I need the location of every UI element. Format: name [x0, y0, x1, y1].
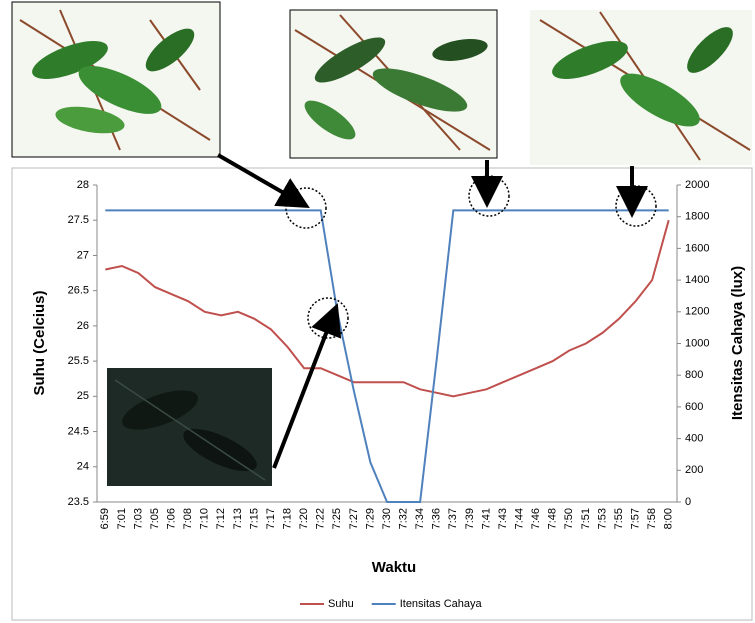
y2-tick-label: 400 [685, 433, 703, 445]
x-tick-label: 7:39 [464, 508, 476, 529]
x-tick-label: 7:05 [149, 508, 161, 529]
x-tick-label: 7:18 [281, 508, 293, 529]
x-tick-label: 6:59 [99, 508, 111, 529]
y2-tick-label: 1200 [685, 306, 709, 318]
legend-label: Suhu [328, 598, 354, 610]
legend-label: Itensitas Cahaya [400, 598, 483, 610]
x-tick-label: 7:46 [530, 508, 542, 529]
x-tick-label: 7:08 [182, 508, 194, 529]
x-tick-label: 7:32 [397, 508, 409, 529]
x-tick-label: 7:44 [513, 508, 525, 529]
x-tick-label: 7:22 [315, 508, 327, 529]
x-tick-label: 7:29 [364, 508, 376, 529]
y-tick-label: 28 [77, 179, 89, 191]
x-tick-label: 7:51 [580, 508, 592, 529]
y-tick-label: 25 [77, 390, 89, 402]
y2-tick-label: 1400 [685, 274, 709, 286]
y-tick-label: 26.5 [68, 285, 89, 297]
y-tick-label: 26 [77, 320, 89, 332]
x-tick-label: 7:43 [497, 508, 509, 529]
x-tick-label: 7:55 [613, 508, 625, 529]
y2-tick-label: 200 [685, 464, 703, 476]
series-line [105, 209, 669, 503]
x-tick-label: 7:25 [331, 508, 343, 529]
y2-tick-label: 1600 [685, 242, 709, 254]
y2-tick-label: 600 [685, 401, 703, 413]
x-tick-label: 7:53 [596, 508, 608, 529]
photo-top-right [530, 10, 752, 165]
x-tick-label: 7:30 [381, 508, 393, 529]
x-tick-label: 7:27 [348, 508, 360, 529]
y2-tick-label: 800 [685, 369, 703, 381]
x-tick-label: 7:58 [646, 508, 658, 529]
x-tick-label: 7:50 [563, 508, 575, 529]
y-tick-label: 27.5 [68, 214, 89, 226]
y-tick-label: 25.5 [68, 355, 89, 367]
y2-tick-label: 1800 [685, 211, 709, 223]
x-tick-label: 7:15 [248, 508, 260, 529]
y-tick-label: 27 [77, 249, 89, 261]
series-line [105, 219, 670, 398]
x-tick-label: 7:13 [232, 508, 244, 529]
x-tick-label: 7:20 [298, 508, 310, 529]
x-tick-label: 7:34 [414, 508, 426, 529]
x-tick-label: 7:12 [215, 508, 227, 529]
photo-top-left [11, 1, 221, 158]
x-tick-label: 7:17 [265, 508, 277, 529]
y-tick-label: 23.5 [68, 496, 89, 508]
y2-tick-label: 2000 [685, 179, 709, 191]
y-tick-label: 24.5 [68, 425, 89, 437]
photo-top-middle [289, 9, 498, 159]
x-tick-label: 7:03 [132, 508, 144, 529]
x-tick-label: 8:00 [663, 508, 675, 529]
plot-area: 23.5 24 24.5 25 25.5 26 26.5 27 27.5 28 0 200 400 600… [68, 179, 710, 530]
x-tick-label: 7:36 [431, 508, 443, 529]
x-tick-label: 7:06 [165, 508, 177, 529]
x-tick-label: 7:10 [199, 508, 211, 529]
x-tick-label: 7:41 [480, 508, 492, 529]
x-tick-label: 7:37 [447, 508, 459, 529]
x-tick-label: 7:57 [629, 508, 641, 529]
x-tick-label: 7:01 [116, 508, 128, 529]
photo-dark [107, 368, 272, 486]
y2-axis-title: Itensitas Cahaya (lux) [729, 266, 746, 420]
y2-tick-label: 0 [685, 496, 691, 508]
y-axis-title: Suhu (Celcius) [31, 290, 48, 395]
x-axis-title: Waktu [372, 559, 416, 576]
annotations [217, 153, 657, 469]
x-tick-label: 7:48 [547, 508, 559, 529]
y-tick-label: 24 [77, 461, 89, 473]
y2-tick-label: 1000 [685, 337, 709, 349]
legend: Suhu Itensitas Cahaya [300, 598, 483, 610]
